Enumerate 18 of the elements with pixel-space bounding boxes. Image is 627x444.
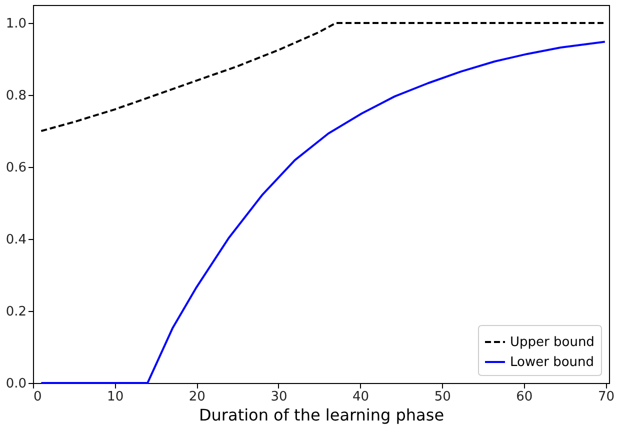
x-tick-label: 60: [516, 390, 533, 404]
x-tick-label: 30: [270, 390, 288, 404]
line-series: [40, 40, 606, 384]
x-tick-label: 70: [598, 390, 614, 404]
y-tick-label: 0.6: [6, 160, 26, 176]
x-tick-label: 10: [107, 390, 124, 404]
legend-label: Upper bound: [510, 335, 594, 350]
x-tick-label: 50: [434, 390, 451, 404]
y-tick-label: 0.0: [6, 376, 26, 392]
y-tick-label: 0.4: [6, 232, 26, 248]
x-tick-label: 40: [352, 390, 370, 404]
legend-label: Lower bound: [510, 355, 594, 370]
y-tick-label: 1.0: [6, 16, 26, 32]
x-tick-label: 0: [34, 390, 42, 404]
x-tick-label: 20: [188, 390, 206, 404]
y-tick-label: 0.2: [6, 304, 26, 320]
y-tick-label: 0.8: [6, 88, 26, 104]
x-axis-title: Duration of the learning phase: [198, 406, 444, 424]
